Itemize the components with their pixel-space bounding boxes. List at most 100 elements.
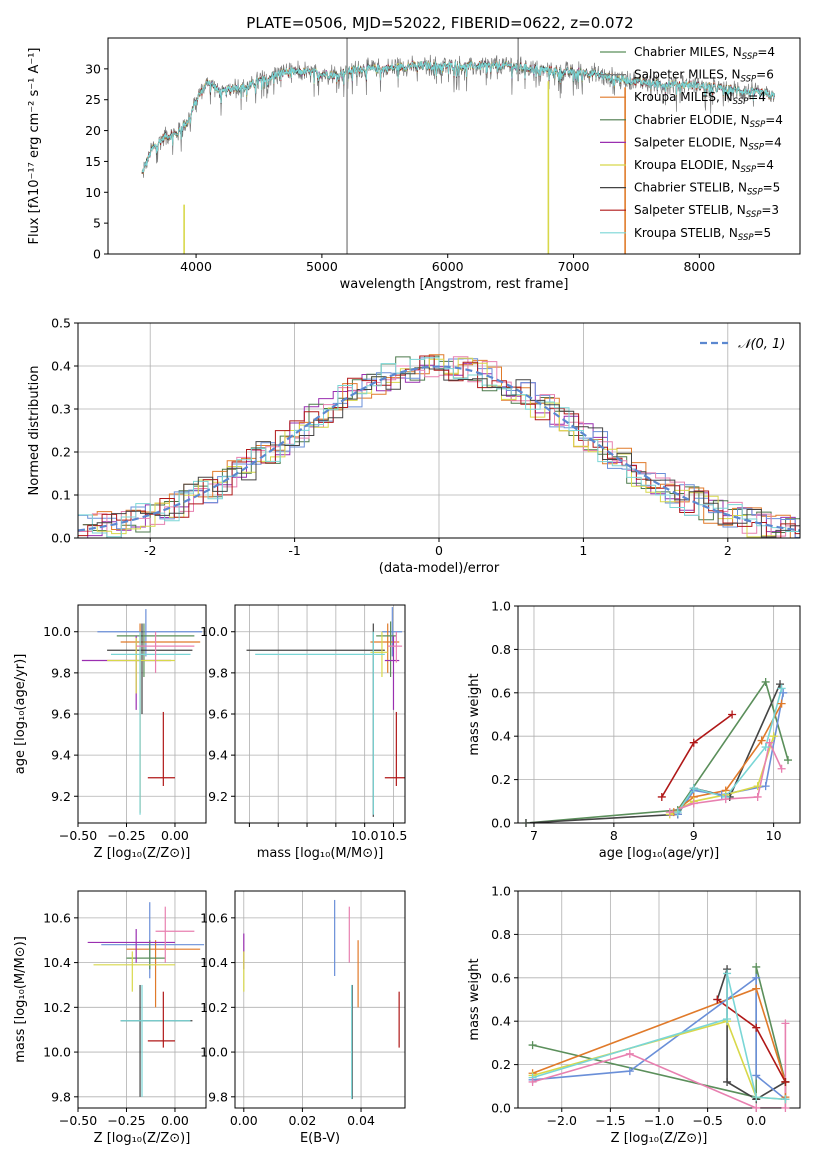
x-tick-label: 8000 — [683, 259, 715, 274]
x-axis-label: Z [log₁₀(Z/Z⊙)] — [611, 1131, 708, 1146]
x-tick-label: −0.5 — [692, 1113, 722, 1128]
spectrum-legend: Chabrier MILES, NSSP=4 Salpeter MILES, NS… — [600, 45, 783, 243]
data-point-marker — [761, 743, 770, 752]
x-axis-label: wavelength [Angstrom, rest frame] — [340, 277, 569, 292]
x-tick-label: 0.02 — [288, 1113, 316, 1128]
y-axis-label: Normed distribution — [27, 366, 42, 496]
data-point-marker — [689, 799, 698, 808]
plot-content — [246, 607, 405, 817]
data-point-marker — [781, 1019, 790, 1028]
y-tick-label: 10.0 — [200, 1045, 228, 1060]
x-axis-label: (data-model)/error — [379, 561, 500, 576]
x-axis-label: age [log₁₀(age/yr)] — [599, 846, 720, 861]
plot-residuals: -2 -1 0 1 2 0.0 0.1 0.2 0.3 0.4 0.5 (data-model)/er… — [27, 316, 801, 576]
plot-mass_vs_z: −0.50 −0.25 0.00 9.8 10.0 10.2 10.4 10.6 Z [log₁… — [13, 890, 207, 1146]
y-tick-label: 10.0 — [43, 1045, 71, 1060]
y-tick-label: 9.4 — [51, 748, 71, 763]
plot-mass_vs_ebv: 0.00 0.02 0.04 9.8 10.0 10.2 10.4 10.6 E(B-V) — [200, 890, 406, 1146]
data-point-marker — [752, 1104, 761, 1112]
x-tick-label: 2 — [724, 543, 732, 558]
y-tick-label: 9.8 — [51, 1089, 71, 1104]
y-tick-label: 10.4 — [200, 955, 228, 970]
y-tick-label: 9.2 — [51, 789, 71, 804]
x-tick-label: −0.50 — [59, 1113, 97, 1128]
x-tick-label: 10.0 — [351, 828, 379, 843]
y-tick-label: 10.0 — [200, 624, 228, 639]
series-line — [669, 740, 783, 813]
data-point-marker — [752, 984, 761, 993]
axes-frame — [234, 890, 406, 1109]
plot-content — [81, 609, 203, 815]
legend-label: 𝒩(0, 1) — [738, 337, 785, 352]
x-tick-label: −0.25 — [107, 828, 145, 843]
data-point-marker — [776, 680, 785, 689]
y-axis-label: mass weight — [467, 673, 482, 755]
data-point-marker — [784, 756, 793, 765]
y-axis-label: mass [log₁₀(M/M⊙)] — [13, 936, 28, 1063]
data-point-marker — [528, 1077, 537, 1086]
x-tick-label: 9 — [690, 828, 698, 843]
y-tick-label: 9.6 — [208, 707, 228, 722]
legend-label: Salpeter MILES, NSSP=6 — [634, 68, 774, 85]
legend-label: Salpeter STELIB, NSSP=3 — [634, 203, 779, 220]
x-tick-label: 4000 — [180, 259, 212, 274]
legend-label: Chabrier ELODIE, NSSP=4 — [634, 113, 783, 130]
axes-frame — [107, 37, 801, 255]
legend-label: Chabrier STELIB, NSSP=5 — [634, 181, 780, 198]
data-point-marker — [769, 732, 778, 741]
x-tick-label: 0.0 — [746, 1113, 766, 1128]
legend-label: Kroupa STELIB, NSSP=5 — [634, 226, 771, 243]
data-point-marker — [752, 962, 761, 971]
y-tick-label: 9.6 — [51, 707, 71, 722]
y-tick-label: 0.8 — [491, 927, 511, 942]
y-tick-label: 0.6 — [491, 970, 511, 985]
data-point-marker — [689, 784, 698, 793]
legend-label: Kroupa MILES, NSSP=4 — [634, 90, 766, 107]
data-point-marker — [777, 764, 786, 773]
x-tick-label: 0.00 — [161, 1113, 189, 1128]
y-axis-label: Flux [fλ10⁻¹⁷ erg cm⁻² s⁻¹ A⁻¹] — [27, 48, 42, 245]
x-tick-label: -1 — [288, 543, 300, 558]
y-tick-label: 5 — [93, 216, 101, 231]
data-point-marker — [753, 792, 762, 801]
data-point-marker — [723, 1015, 732, 1024]
y-tick-label: 0.2 — [51, 445, 71, 460]
x-tick-label: −0.25 — [107, 1113, 145, 1128]
y-tick-label: 0.4 — [491, 1014, 511, 1029]
series-line — [661, 713, 733, 798]
y-tick-label: 9.4 — [208, 748, 228, 763]
axes-frame — [517, 605, 801, 824]
y-tick-label: 10 — [85, 185, 101, 200]
y-tick-label: 0.3 — [51, 402, 71, 417]
x-tick-label: 0.00 — [230, 1113, 258, 1128]
plot-content — [141, 38, 775, 254]
plot-content — [78, 354, 800, 538]
data-point-marker — [723, 1077, 732, 1086]
series-line — [525, 680, 789, 823]
x-tick-label: 7000 — [558, 259, 590, 274]
y-tick-label: 0.0 — [491, 816, 511, 831]
histogram-step — [78, 356, 800, 538]
plot-spectrum: 4000 5000 6000 7000 8000 0 5 10 15 20 25 30 waveleng… — [27, 37, 801, 292]
y-tick-label: 10.2 — [200, 1000, 228, 1015]
data-point-marker — [781, 1104, 790, 1112]
plot-content — [87, 902, 205, 1097]
y-tick-label: 0.8 — [491, 642, 511, 657]
x-tick-label: −0.50 — [59, 828, 97, 843]
x-tick-label: −1.5 — [595, 1113, 625, 1128]
x-axis-label: Z [log₁₀(Z/Z⊙)] — [94, 1131, 191, 1146]
plot-age_vs_z: −0.50 −0.25 0.00 9.2 9.4 9.6 9.8 10.0 Z [log₁₀(Z… — [13, 604, 207, 861]
x-axis-label: E(B-V) — [300, 1131, 340, 1146]
y-tick-label: 0.5 — [51, 316, 71, 331]
x-tick-label: 10 — [766, 828, 782, 843]
data-point-marker — [752, 1071, 761, 1080]
y-tick-label: 10.2 — [43, 1000, 71, 1015]
data-point-marker — [723, 969, 732, 978]
plot-massweight_vs_z: −2.0 −1.5 −1.0 −0.5 0.0 0.0 0.2 0.4 0.6 0.8 1.0 Z [… — [467, 884, 801, 1146]
x-tick-label: -2 — [144, 543, 156, 558]
gaussian-curve — [78, 365, 800, 532]
legend-label: Salpeter ELODIE, NSSP=4 — [634, 135, 782, 152]
data-point-marker — [777, 699, 786, 708]
